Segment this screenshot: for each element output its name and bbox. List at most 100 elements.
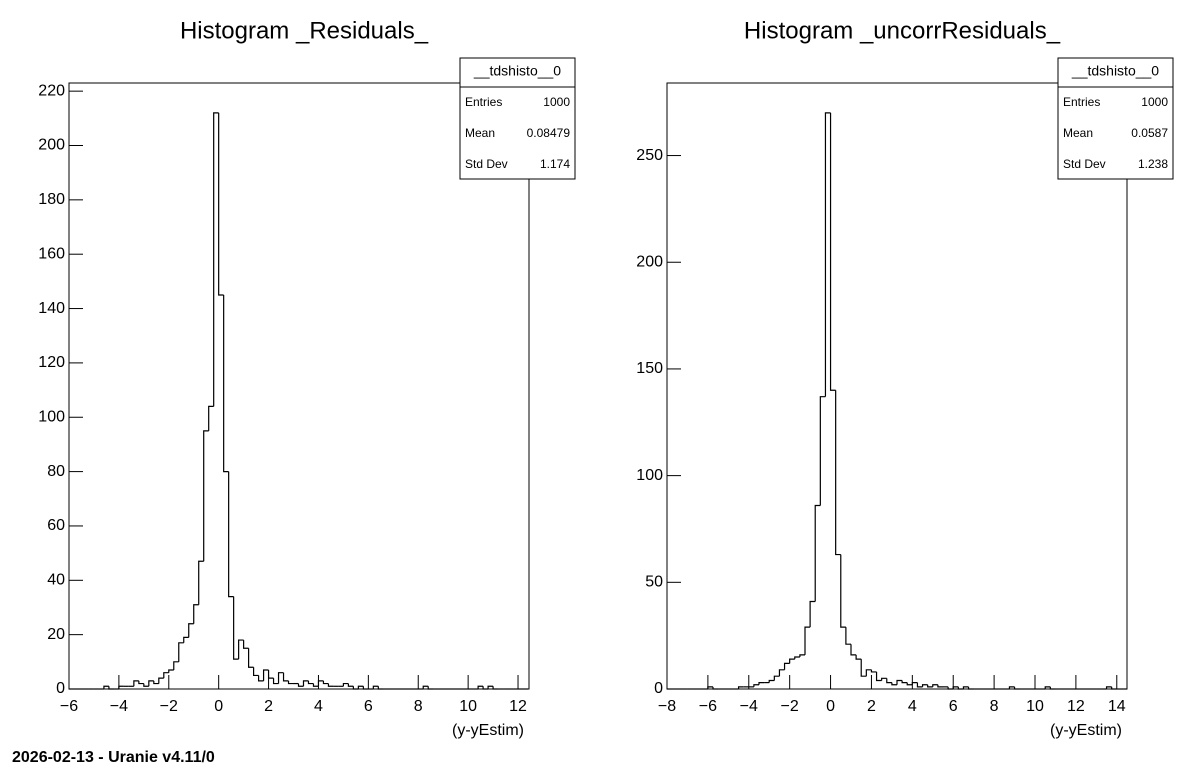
histogram-bin — [967, 686, 974, 690]
histogram-bin — [213, 112, 219, 407]
histogram-bin — [257, 675, 264, 682]
histogram-bin — [1111, 686, 1117, 690]
x-tick-label: 0 — [214, 698, 223, 715]
histogram-bin — [952, 686, 959, 689]
histogram-bin — [492, 686, 499, 690]
histogram-bin — [198, 560, 204, 605]
histogram-bin — [233, 596, 239, 660]
x-tick-label: −8 — [658, 698, 676, 715]
y-tick-label: 40 — [47, 572, 65, 589]
histogram-bin — [778, 669, 785, 677]
histogram-bin — [218, 112, 224, 296]
y-tick-label: 160 — [38, 245, 65, 262]
histogram-bin — [937, 684, 943, 688]
y-tick-label: 180 — [38, 191, 65, 208]
histogram-bin — [835, 390, 841, 556]
histogram-bin — [173, 661, 179, 670]
y-tick-label: 200 — [38, 137, 65, 154]
histogram-bin — [178, 642, 184, 662]
y-tick-label: 150 — [636, 360, 663, 377]
stats-label: Std Dev — [465, 157, 508, 171]
x-tick-label: 2 — [867, 698, 876, 715]
y-tick-label: 0 — [56, 680, 65, 697]
x-tick-label: −6 — [699, 698, 717, 715]
x-tick-label: −2 — [781, 698, 799, 715]
histogram-bin — [322, 680, 329, 685]
histogram-bin — [163, 672, 169, 679]
x-tick-label: 14 — [1108, 698, 1126, 715]
histogram-bin — [252, 667, 259, 677]
y-tick-label: 20 — [47, 626, 65, 643]
histogram-bin — [829, 112, 836, 391]
x-tick-label: 4 — [314, 698, 323, 715]
histogram-bin — [223, 294, 229, 473]
histogram-bin — [238, 639, 244, 660]
histogram-bin — [262, 669, 269, 681]
histogram-bin — [962, 686, 969, 689]
histogram-bin — [901, 680, 908, 684]
stats-value: 0.08479 — [527, 126, 571, 140]
histogram-bin — [707, 686, 713, 689]
stats-label: Entries — [1063, 95, 1100, 109]
histogram-bin — [317, 680, 324, 687]
histogram-bin — [422, 685, 429, 689]
y-tick-label: 250 — [636, 147, 663, 164]
histogram-bin — [794, 656, 800, 660]
y-tick-label: 100 — [636, 467, 663, 484]
chart-title: Histogram _Residuals_ — [180, 17, 429, 44]
footer: 2026-02-13 - Uranie v4.11/0 — [12, 749, 215, 766]
stats-value: 1.238 — [1138, 157, 1168, 171]
histogram-bin — [814, 504, 821, 602]
x-tick-label: 8 — [990, 698, 999, 715]
histogram-bin — [188, 623, 194, 638]
histogram-bin — [133, 680, 139, 687]
stats-value: 1000 — [1141, 95, 1168, 109]
histogram-bin — [768, 679, 775, 683]
y-tick-label: 60 — [47, 517, 65, 534]
histogram-bin — [148, 680, 154, 687]
x-tick-label: 12 — [1067, 698, 1085, 715]
histogram-bin — [758, 681, 765, 685]
histogram-bin — [1008, 686, 1015, 689]
x-tick-label: −2 — [160, 698, 178, 715]
histogram-bin — [927, 684, 933, 688]
stats-label: Entries — [465, 95, 502, 109]
x-tick-label: 0 — [826, 698, 835, 715]
histogram-bin — [203, 430, 209, 562]
histogram-bin — [1049, 686, 1056, 690]
histogram-bin — [1044, 686, 1051, 689]
histogram-bin — [108, 686, 114, 690]
histogram-bin — [477, 685, 484, 689]
y-tick-label: 50 — [645, 574, 663, 591]
histogram-bin — [896, 679, 903, 685]
histogram-bin — [737, 686, 744, 689]
histogram-bin — [327, 683, 334, 687]
stats-label: Std Dev — [1063, 157, 1106, 171]
y-tick-label: 120 — [38, 354, 65, 371]
histogram-bin — [881, 677, 887, 681]
x-tick-label: 4 — [908, 698, 917, 715]
x-tick-label: −4 — [110, 698, 128, 715]
histogram-bin — [352, 686, 359, 690]
histogram-bin — [272, 678, 279, 685]
x-tick-label: 6 — [364, 698, 373, 715]
histogram-bin — [773, 675, 780, 681]
stats-box — [1057, 57, 1174, 180]
histogram-bin — [855, 654, 862, 660]
x-tick-label: 2 — [264, 698, 273, 715]
histogram-bin — [347, 683, 354, 687]
x-tick-label: −4 — [740, 698, 758, 715]
x-tick-label: 8 — [414, 698, 423, 715]
histogram-bin — [932, 684, 938, 687]
histogram-bin — [845, 627, 851, 645]
stats-box — [459, 57, 576, 180]
histogram-bin — [183, 636, 189, 643]
stats-label: Mean — [465, 126, 495, 140]
histogram-bin — [248, 648, 254, 668]
histogram-bin — [282, 672, 289, 682]
histogram-bin — [891, 682, 897, 686]
histogram-bin — [789, 658, 795, 664]
histogram-bin — [297, 683, 304, 687]
